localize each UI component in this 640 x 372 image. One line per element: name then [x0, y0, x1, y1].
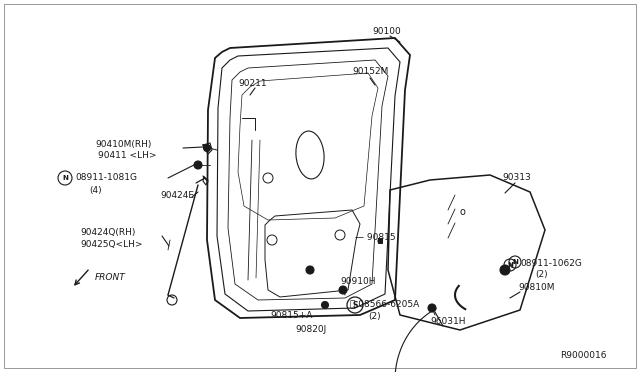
Text: 08911-1062G: 08911-1062G	[520, 259, 582, 267]
Text: Ⓢ 08566-6205A: Ⓢ 08566-6205A	[350, 299, 419, 308]
Text: (2): (2)	[535, 270, 548, 279]
Text: 90910H: 90910H	[340, 276, 376, 285]
Text: 90313: 90313	[502, 173, 531, 183]
Circle shape	[339, 286, 347, 294]
Text: (4): (4)	[89, 186, 102, 195]
Text: — 90815: — 90815	[355, 234, 396, 243]
Text: 90820J: 90820J	[295, 326, 326, 334]
Text: R9000016: R9000016	[560, 352, 607, 360]
Text: (2): (2)	[368, 311, 381, 321]
Text: S: S	[352, 301, 358, 310]
Text: 08911-1081G: 08911-1081G	[75, 173, 137, 183]
Text: FRONT: FRONT	[95, 273, 125, 282]
Text: 90424Q(RH): 90424Q(RH)	[80, 228, 136, 237]
Text: 96031H: 96031H	[430, 317, 465, 327]
Text: 90424E: 90424E	[160, 192, 194, 201]
Circle shape	[204, 144, 211, 151]
Text: 90152M: 90152M	[352, 67, 388, 77]
Text: 90815+A: 90815+A	[270, 311, 312, 321]
Circle shape	[500, 265, 510, 275]
Circle shape	[194, 161, 202, 169]
Circle shape	[321, 301, 328, 308]
Text: o: o	[459, 207, 465, 217]
Text: 90100: 90100	[372, 28, 401, 36]
Text: 90411 <LH>: 90411 <LH>	[98, 151, 157, 160]
Text: N: N	[62, 175, 68, 181]
Text: N: N	[512, 259, 518, 265]
Circle shape	[428, 304, 436, 312]
Text: 90211: 90211	[238, 80, 267, 89]
Circle shape	[378, 239, 382, 243]
Text: N: N	[507, 262, 513, 268]
Circle shape	[306, 266, 314, 274]
Text: 90410M(RH): 90410M(RH)	[95, 140, 152, 148]
Text: 90425Q<LH>: 90425Q<LH>	[80, 240, 143, 248]
Text: 90810M: 90810M	[518, 283, 554, 292]
